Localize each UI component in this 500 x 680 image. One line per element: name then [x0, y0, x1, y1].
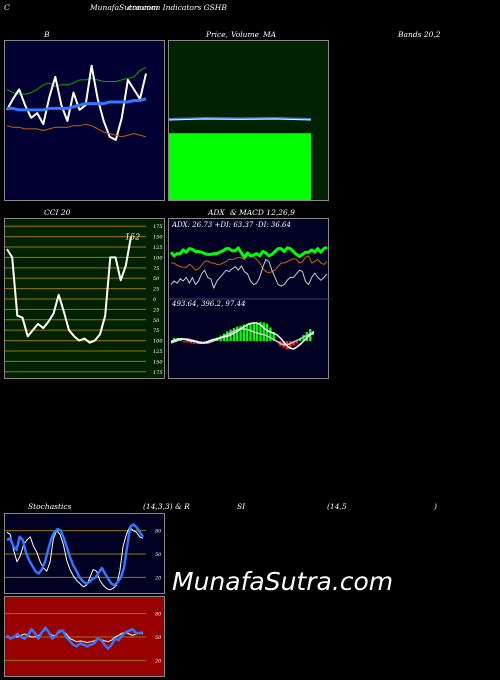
cci-tick-label: 25 — [152, 307, 159, 313]
macd-histogram-bar — [255, 322, 259, 341]
macd-histogram-bar — [262, 322, 265, 341]
cci-panel: 175 150 125 100 75 50 25 0 25 50 75 100 125 150 175 152 — [4, 218, 165, 379]
macd-values-label: 493.64, 396.2, 97.44 — [172, 300, 246, 308]
bb-upper-line — [6, 66, 147, 95]
price-line — [169, 117, 312, 120]
macd-histogram-bar — [269, 327, 272, 341]
ma-line — [169, 118, 312, 121]
adx-macd-svg — [169, 245, 330, 350]
stoch-tick-label: 20 — [154, 575, 162, 581]
header-overlap-text: common Indicators GSHB — [128, 3, 227, 12]
adx-white-line — [170, 258, 328, 289]
corner-letter: C — [4, 3, 10, 12]
rsi-tick-label: 50 — [155, 635, 162, 641]
macd-histogram-bar — [265, 323, 269, 341]
rsi-tick-label: 80 — [155, 612, 162, 618]
macd-histogram-bar — [295, 341, 299, 344]
stoch-title: Stochastics — [28, 502, 72, 511]
macd-histogram-bar — [302, 335, 305, 341]
rsi-params: (14,5 — [327, 502, 347, 511]
cci-tick-label: 125 — [153, 349, 163, 355]
macd-histogram-bar — [245, 323, 249, 341]
stochastics-svg: 80 50 20 — [5, 523, 162, 591]
rsi-title: SI — [237, 502, 246, 511]
bollinger-svg — [6, 64, 147, 141]
macd-histogram-bar — [299, 339, 302, 341]
rsi-blue-line — [6, 626, 144, 650]
macd-line — [170, 322, 315, 350]
adx-orange-line — [171, 253, 328, 274]
cci-last-label: 152 — [125, 233, 140, 242]
cci-tick-label: 75 — [153, 328, 159, 334]
price-title: Price, — [206, 30, 229, 39]
cci-tick-label: 125 — [153, 245, 163, 251]
bollinger-panel — [4, 40, 165, 201]
macd-title: & MACD 12,26,9 — [230, 208, 295, 217]
site-title: MunafaSutra.com — [90, 3, 159, 12]
macd-histogram-bar — [182, 341, 186, 343]
close-paren: ) — [434, 502, 437, 511]
adx-title: ADX — [208, 208, 225, 217]
bb-lower-line — [6, 123, 147, 138]
volume-title: Volume — [231, 30, 260, 39]
cci-tick-label: 75 — [153, 266, 159, 272]
macd-histogram-bar — [249, 323, 252, 341]
macd-histogram-bar — [239, 326, 242, 341]
macd-histogram-bar — [289, 341, 292, 349]
cci-tick-label: 50 — [153, 318, 160, 324]
adx-macd-panel: ADX: 26.73 +DI: 63.37 -DI: 36.64 493.64,… — [168, 218, 330, 379]
macd-histogram-bar — [242, 324, 246, 341]
rsi-tick-label: 20 — [154, 658, 162, 664]
cci-tick-label: 150 — [153, 359, 163, 365]
cci-svg: 175 150 125 100 75 50 25 0 25 50 75 100 125 150 175 152 — [5, 224, 163, 376]
price-volume-panel — [168, 40, 329, 201]
stochastics-panel: 80 50 20 — [4, 513, 165, 594]
rsi-panel: 80 50 20 — [4, 596, 165, 677]
stoch-params: (14,3,3) & R — [143, 502, 190, 511]
cci-tick-label: 175 — [153, 370, 163, 376]
stoch-tick-label: 80 — [155, 529, 162, 535]
adx-values-label: ADX: 26.73 +DI: 63.37 -DI: 36.64 — [172, 221, 291, 229]
macd-histogram-bar — [192, 341, 196, 344]
macd-histogram-bar — [186, 341, 189, 343]
macd-histogram-bar — [173, 338, 176, 341]
stoch-tick-label: 50 — [155, 552, 162, 558]
cci-title: CCI 20 — [44, 208, 71, 217]
macd-histogram-bar — [259, 321, 262, 341]
cci-tick-label: 0 — [153, 297, 157, 303]
macd-histogram-bar — [292, 341, 295, 346]
price-volume-svg — [169, 117, 312, 200]
bb-middle-line — [7, 97, 147, 112]
macd-histogram-bar — [189, 341, 192, 344]
bb-price-line — [6, 64, 147, 141]
cci-tick-label: 50 — [153, 276, 160, 282]
ma-title: MA — [263, 30, 277, 39]
cci-tick-label: 175 — [153, 224, 163, 230]
macd-histogram-bar — [305, 332, 309, 341]
watermark: MunafaSutra.com — [172, 567, 394, 596]
adx-green-line — [169, 245, 328, 259]
volume-bar — [169, 133, 311, 200]
cci-line — [6, 236, 132, 344]
rsi-svg: 80 50 20 — [5, 612, 162, 664]
macd-histogram-bar — [272, 332, 275, 341]
bands-title: Bands 20,2 — [398, 30, 441, 39]
stoch-blue-line — [6, 523, 145, 587]
bb-title: B — [44, 30, 50, 39]
cci-tick-label: 100 — [153, 255, 163, 261]
cci-tick-label: 25 — [152, 287, 159, 293]
rsi-white-line — [6, 628, 144, 643]
macd-histogram-bar — [232, 328, 236, 341]
stoch-white-line — [6, 526, 144, 591]
cci-tick-label: 150 — [153, 235, 163, 241]
cci-tick-label: 100 — [153, 339, 163, 345]
macd-signal-line — [170, 328, 314, 346]
macd-histogram-bar — [236, 326, 239, 341]
